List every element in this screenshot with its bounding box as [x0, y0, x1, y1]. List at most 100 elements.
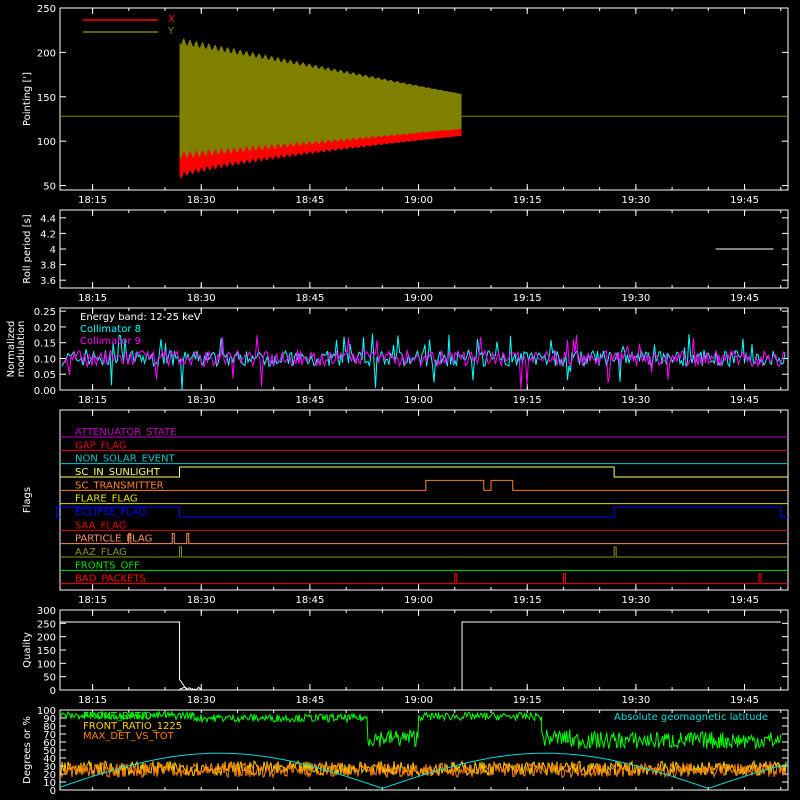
y-axis-label: Flags [22, 487, 33, 513]
series-collimator-8 [61, 333, 786, 390]
y-tick-label: 0 [50, 686, 56, 697]
energy-band-annotation: Energy band: 12-25 keV [80, 312, 201, 323]
panel-quality: 18:15 18:30 18:45 19:00 19:15 19:30 19:45 0 50 10… [22, 606, 789, 706]
legend-label: Collimator 8 [80, 324, 141, 335]
quality-line [60, 621, 781, 691]
y-tick-label: 150 [37, 93, 56, 104]
flag-label: NON_SOLAR_EVENT [75, 454, 176, 465]
panel-modulation: 18:15 18:30 18:45 19:00 19:15 19:30 19:45 0.00 0… [6, 307, 789, 406]
x-tick-label: 19:45 [730, 293, 759, 304]
y-tick-label: 4 [50, 245, 56, 256]
flag-trace [60, 546, 788, 558]
x-tick-label: 19:00 [404, 395, 433, 406]
y-tick-label: 50 [43, 746, 56, 757]
x-tick-label: 18:30 [187, 395, 216, 406]
y-tick-label: 70 [43, 730, 56, 741]
y-tick-label: 100 [37, 659, 56, 670]
plot-frame [59, 409, 789, 591]
x-tick-label: 19:30 [621, 595, 650, 606]
flag-label: SAA_FLAG [75, 520, 126, 531]
flag-trace [60, 466, 788, 478]
x-tick-label: 19:45 [730, 595, 759, 606]
x-tick-label: 18:45 [295, 195, 324, 206]
panel-pointing: 18:15 18:30 18:45 19:00 19:15 19:30 19:45 50 100… [22, 4, 789, 206]
series-y-band [179, 38, 462, 159]
flag-label: SC_IN_SUNLIGHT [75, 467, 161, 478]
x-tick-label: 18:45 [295, 395, 324, 406]
y-tick-label: 0.25 [34, 307, 56, 318]
x-tick-label: 19:30 [621, 293, 650, 304]
x-tick-label: 19:45 [730, 695, 759, 706]
y-tick-label: 0.00 [34, 386, 56, 397]
x-tick-label: 18:30 [187, 195, 216, 206]
x-tick-label: 19:30 [621, 395, 650, 406]
x-tick-label: 19:15 [513, 395, 542, 406]
plot-frame [59, 7, 789, 191]
y-tick-label: 200 [37, 633, 56, 644]
flag-label: PARTICLE_FLAG [75, 534, 152, 545]
flag-label: BAD_PACKETS [75, 574, 146, 585]
y-axis-label: Degrees or % [22, 716, 33, 784]
y-tick-label: 50 [43, 182, 56, 193]
x-tick-label: 19:15 [513, 293, 542, 304]
y-tick-label: 10 [43, 778, 56, 789]
series-collimator-9 [61, 334, 786, 390]
y-tick-label: 200 [37, 48, 56, 59]
legend-label: X [168, 14, 175, 25]
quality-noise [179, 686, 202, 691]
flag-label: FLARE_FLAG [75, 494, 138, 505]
y-tick-label: 250 [37, 4, 56, 15]
y-tick-label: 100 [37, 706, 56, 717]
flag-label: AAZ_FLAG [75, 547, 127, 558]
y-tick-label: 4.2 [40, 229, 56, 240]
y-tick-label: 30 [43, 762, 56, 773]
flag-label: SC_TRANSMITTER [75, 480, 164, 491]
legend-label: FRONT_RATIO [83, 711, 152, 722]
legend-label: Y [167, 26, 175, 37]
flag-trace [60, 479, 788, 491]
y-tick-label: 4.4 [40, 214, 56, 225]
x-tick-label: 18:15 [78, 195, 107, 206]
x-tick-label: 18:45 [295, 695, 324, 706]
legend-label: Collimator 9 [80, 336, 141, 347]
flag-label: FRONTS_OFF [75, 560, 140, 571]
flag-trace [60, 573, 788, 585]
x-tick-label: 19:15 [513, 595, 542, 606]
x-tick-label: 19:45 [730, 195, 759, 206]
y-tick-label: 0.15 [34, 339, 56, 350]
x-tick-label: 18:45 [295, 293, 324, 304]
y-tick-label: 0 [50, 786, 56, 797]
x-tick-label: 19:15 [513, 195, 542, 206]
x-tick-label: 19:30 [621, 195, 650, 206]
y-tick-label: 90 [43, 714, 56, 725]
y-tick-label: 80 [43, 722, 56, 733]
y-tick-label: 3.6 [40, 276, 56, 287]
y-tick-label: 0.10 [34, 354, 56, 365]
legend-label: FRONT_RATIO_1225 [83, 721, 182, 732]
panel-flags: 18:15 18:30 18:45 19:00 19:15 19:30 19:45 Flags… [22, 409, 789, 606]
y-axis-label: Pointing ['] [22, 72, 33, 126]
x-tick-label: 19:00 [404, 595, 433, 606]
panel-roll-period: 18:15 18:30 18:45 19:00 19:15 19:30 19:45 3.6 3.… [22, 209, 789, 304]
y-axis-label: Roll period [s] [22, 214, 33, 283]
x-tick-label: 19:00 [404, 695, 433, 706]
flag-trace [55, 506, 788, 518]
legend-label: MAX_DET_VS_TOT [83, 731, 175, 742]
y-tick-label: 100 [37, 137, 56, 148]
y-axis-label: Quality [22, 632, 33, 668]
flag-label: ATTENUATOR_STATE [75, 427, 176, 438]
x-tick-label: 19:00 [404, 293, 433, 304]
plot-frame [59, 307, 789, 391]
flag-label: ECLIPSE_FLAG [75, 507, 146, 518]
x-tick-label: 18:30 [187, 595, 216, 606]
y-tick-label: 150 [37, 646, 56, 657]
y-tick-label: 40 [43, 754, 56, 765]
flag-label: GAP_FLAG [75, 440, 127, 451]
y-tick-label: 0.20 [34, 323, 56, 334]
y-tick-label: 3.8 [40, 261, 56, 272]
x-tick-label: 18:15 [78, 595, 107, 606]
series-front-ratio [59, 710, 782, 750]
series-geomagnetic-latitude [59, 752, 789, 789]
y-axis-label: modulation [16, 321, 27, 378]
